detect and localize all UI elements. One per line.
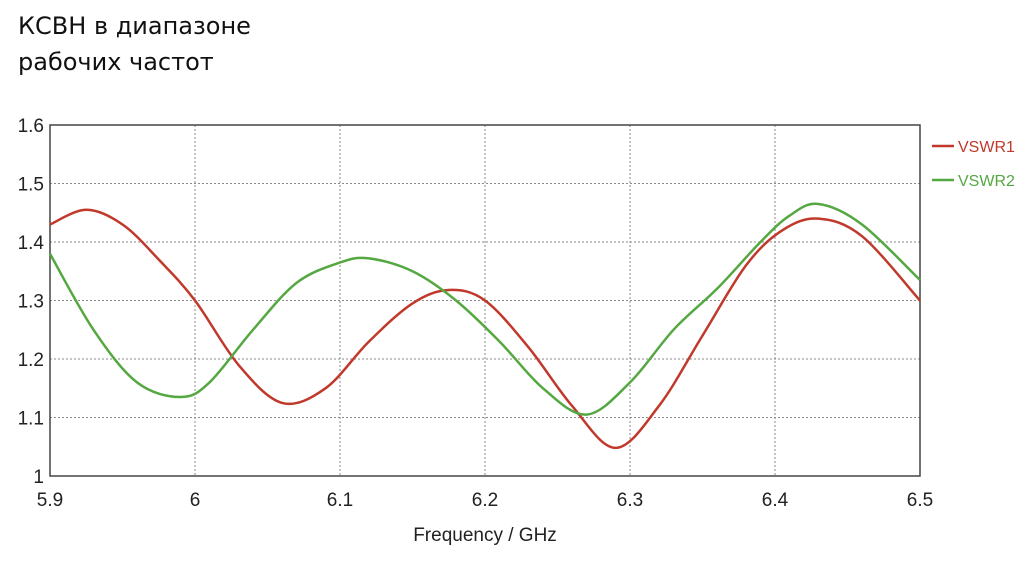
chart-title-line-1: КСВН в диапазоне [18, 12, 251, 40]
series-line-vswr1 [49, 208, 921, 450]
y-tick-label: 1.1 [18, 409, 44, 430]
y-tick-label: 1.5 [18, 175, 44, 196]
x-tick-label: 6.3 [617, 490, 643, 511]
y-tick-label: 1.2 [18, 350, 44, 371]
x-tick-label: 6.2 [472, 490, 498, 511]
y-tick-label: 1.3 [18, 292, 44, 313]
x-axis-label: Frequency / GHz [413, 525, 557, 546]
series-line-vswr2 [48, 202, 921, 416]
x-tick-label: 6.4 [762, 490, 789, 511]
x-tick-label: 6.5 [907, 490, 933, 511]
y-tick-label: 1 [33, 467, 44, 488]
legend-label-vswr2: VSWR2 [958, 173, 1015, 190]
x-tick-label: 6.1 [327, 490, 353, 511]
legend-label-vswr1: VSWR1 [958, 139, 1015, 156]
y-tick-label: 1.4 [18, 233, 45, 254]
x-tick-label: 6 [190, 490, 201, 511]
y-tick-label: 1.6 [18, 116, 44, 137]
chart-title-line-2: рабочих частот [18, 48, 214, 76]
chart-title: КСВН в диапазоне рабочих частот [18, 8, 251, 80]
x-tick-label: 5.9 [37, 490, 63, 511]
